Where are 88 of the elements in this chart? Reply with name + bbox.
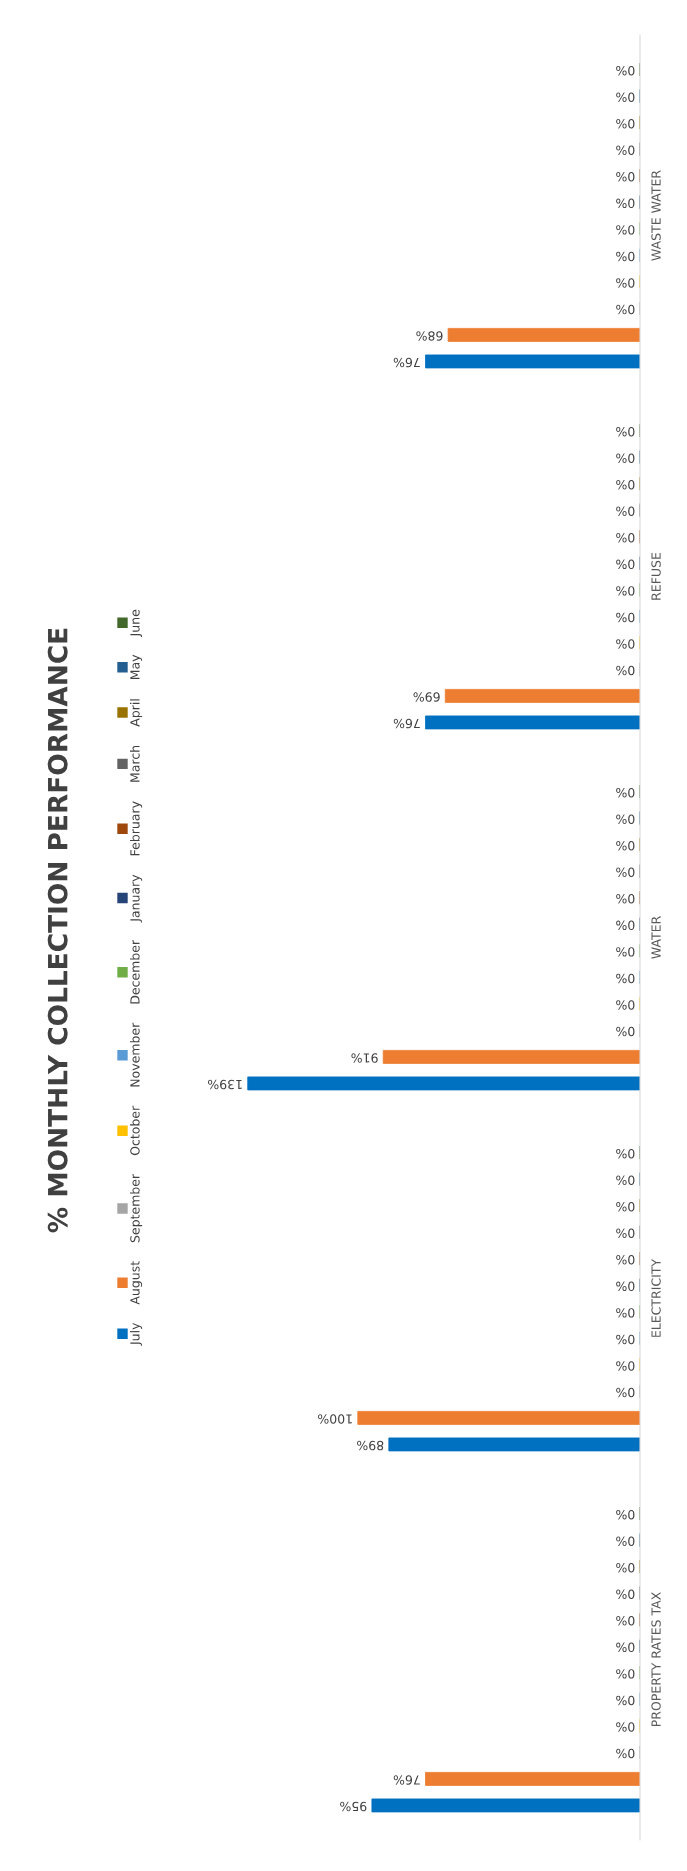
legend-label: March — [130, 745, 140, 782]
bar — [247, 1076, 640, 1091]
data-label: 0% — [616, 973, 635, 984]
bar — [447, 327, 640, 342]
data-label: 0% — [616, 426, 635, 437]
data-label: 0% — [616, 1255, 635, 1265]
data-label: 0% — [616, 947, 635, 957]
data-label: 0% — [616, 65, 635, 76]
data-label: 0% — [616, 1361, 635, 1371]
data-label: 139% — [208, 1079, 242, 1090]
bar — [357, 1410, 640, 1425]
y-tick-label: PROPERTY RATES TAX — [651, 1592, 661, 1727]
data-label: 0% — [616, 119, 635, 129]
data-label: 0% — [616, 1669, 635, 1679]
legend-label: January — [130, 874, 143, 923]
data-label: 0% — [616, 506, 635, 516]
data-label: 91% — [351, 1053, 378, 1063]
data-label: 0% — [616, 1589, 635, 1599]
legend-label: December — [130, 939, 140, 1004]
y-tick-label: WASTE WATER — [651, 170, 661, 261]
legend-label: November — [130, 1022, 140, 1087]
data-label: 0% — [616, 480, 635, 490]
data-label: 76% — [393, 1775, 420, 1785]
data-label: 0% — [616, 1202, 635, 1212]
data-label: 0% — [616, 787, 635, 798]
bar — [371, 1798, 640, 1813]
data-label: 0% — [616, 639, 635, 649]
data-label: 0% — [616, 612, 635, 623]
data-label: 69% — [413, 692, 440, 702]
data-label: 0% — [616, 1334, 635, 1345]
data-label: 100% — [318, 1414, 352, 1424]
y-tick-label: ELECTRICITY — [651, 1258, 661, 1337]
data-label: 0% — [616, 1536, 635, 1546]
data-label: 76% — [393, 718, 420, 729]
data-label: 0% — [616, 1563, 635, 1573]
y-tick-label: WATER — [651, 916, 661, 959]
data-label: 0% — [616, 453, 635, 463]
data-label: 0% — [616, 559, 635, 570]
data-label: 0% — [616, 920, 635, 931]
bar — [425, 354, 640, 369]
data-label: 0% — [616, 867, 635, 877]
data-label: 0% — [616, 1175, 635, 1185]
data-label: 95% — [340, 1801, 367, 1812]
legend-label: September — [130, 1173, 143, 1243]
data-label: 0% — [616, 304, 635, 315]
legend-label: April — [130, 699, 143, 727]
data-label: 0% — [616, 1695, 635, 1706]
data-label: 0% — [616, 145, 635, 155]
bar — [444, 688, 640, 703]
data-label: 68% — [416, 331, 443, 341]
data-label: 0% — [616, 251, 635, 262]
data-label: 0% — [616, 1000, 635, 1010]
legend-label: June — [130, 609, 142, 638]
data-label: 0% — [616, 586, 635, 596]
legend-label: October — [130, 1105, 140, 1156]
data-label: 0% — [616, 1148, 635, 1159]
text: % MONTHLY COLLECTION PERFORMANCE — [47, 628, 68, 1233]
data-label: 0% — [616, 1026, 635, 1037]
bar — [425, 1771, 640, 1786]
bar — [382, 1049, 640, 1064]
legend-label: February — [130, 801, 143, 856]
data-label: 0% — [616, 1509, 635, 1520]
data-label: 0% — [616, 1722, 635, 1732]
data-label: 0% — [616, 198, 635, 209]
data-label: 0% — [616, 92, 635, 102]
data-label: 0% — [616, 1228, 635, 1238]
data-label: 76% — [393, 357, 420, 368]
data-label: 0% — [616, 1281, 635, 1292]
data-label: 0% — [616, 1308, 635, 1318]
data-label: 0% — [616, 172, 635, 182]
bar — [388, 1437, 640, 1452]
data-label: 0% — [616, 814, 635, 824]
legend-label: August — [130, 1261, 143, 1305]
data-label: 0% — [616, 841, 635, 851]
data-label: 0% — [616, 533, 635, 543]
data-label: 0% — [616, 1616, 635, 1626]
bar — [425, 715, 640, 730]
data-label: 89% — [357, 1440, 384, 1451]
legend-label: July — [130, 1322, 143, 1346]
data-label: 0% — [616, 665, 635, 676]
data-label: 0% — [616, 225, 635, 235]
data-label: 0% — [616, 1642, 635, 1653]
y-tick-label: REFUSE — [651, 552, 661, 600]
data-label: 0% — [616, 278, 635, 288]
legend-label: May — [130, 654, 143, 680]
data-label: 0% — [616, 894, 635, 904]
data-label: 0% — [616, 1748, 635, 1759]
data-label: 0% — [616, 1387, 635, 1398]
